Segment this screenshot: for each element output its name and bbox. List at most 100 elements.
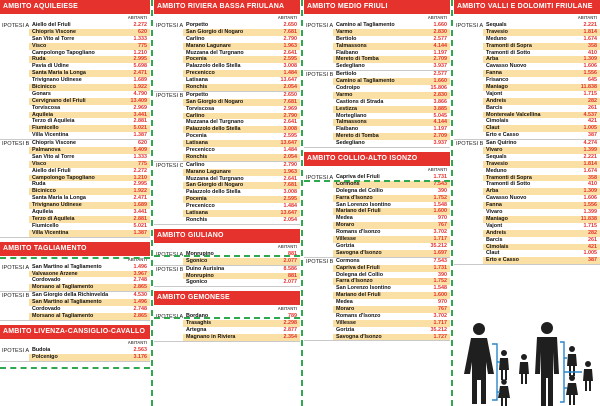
municipality-name: Gonars (32, 90, 51, 97)
municipality-name: Pocenia (186, 56, 207, 63)
municipality-name: Palazzolo dello Stella (186, 189, 241, 196)
municipality-name: Morsano al Tagliamento (32, 312, 94, 319)
table-row: Santa Maria la Longa 2.471 (29, 195, 150, 202)
population-value: 7.681 (283, 98, 298, 105)
population-value: 3.937 (433, 63, 448, 70)
municipality-name: Sequals (486, 153, 507, 160)
population-value: 2.221 (583, 22, 598, 28)
population-value: 767 (438, 305, 447, 312)
table-row: Valvasone Arzene 3.967 (29, 270, 150, 278)
population-value: 2.790 (283, 112, 298, 119)
section: AMBITO GIULIANO ABITANTI IPOTESI A Monrupin… (154, 228, 300, 288)
municipality-name: Sedegliano (336, 63, 365, 70)
table-row: Sequals 2.221 (483, 22, 600, 29)
municipality-name: Claut (486, 250, 500, 257)
municipality-name: Campolongo Tapogliano (32, 49, 95, 56)
table-row: Muzzana del Turgnano 2.641 (183, 119, 300, 126)
hypothesis-label: IPOTESI A (2, 347, 29, 354)
municipality-list: Aiello del Friuli 2.272 Chiopris Viscone 62… (29, 22, 150, 139)
municipality-name: San Lorenzo Isontino (336, 201, 391, 208)
population-value: 2.830 (433, 28, 448, 35)
population-value: 5.021 (133, 125, 148, 132)
table-row: Arba 1.309 (483, 56, 600, 64)
abitanti-header: ABITANTI (304, 14, 450, 22)
population-value: 767 (438, 222, 447, 229)
municipality-name: Maniago (486, 215, 508, 222)
table-row: Claut 1.005 (483, 125, 600, 133)
population-value: 7.543 (433, 257, 448, 264)
municipality-name: Precenicco (186, 70, 215, 77)
municipality-name: Tramonti di Sotto (486, 49, 531, 56)
population-value: 2.865 (133, 284, 148, 291)
municipality-name: Cimolais (486, 118, 509, 125)
municipality-name: Villa Vicentina (32, 229, 69, 236)
population-value: 5.045 (433, 112, 448, 119)
abitanti-header: ABITANTI (154, 243, 300, 251)
table-row: Travesio 1.814 (483, 28, 600, 36)
table-row: Latisana 13.647 (183, 140, 300, 148)
municipality-name: Palmanova (32, 147, 61, 154)
hypothesis-label: IPOTESI A (2, 23, 29, 29)
municipality-name: Barcis (486, 104, 503, 111)
table-row: Sedegliano 3.937 (333, 140, 450, 147)
municipality-name: Carlino (186, 112, 205, 119)
table-row: Terzo di Aquileia 2.881 (29, 215, 150, 223)
municipality-name: Palazzolo dello Stella (186, 126, 241, 133)
population-value: 1.697 (433, 249, 448, 256)
table-row: Duino Aurisina 8.586 (183, 266, 300, 273)
column-separator (451, 0, 453, 406)
table-row: Maniago 11.838 (483, 215, 600, 223)
municipality-name: Carlino (186, 35, 205, 42)
municipality-name: Porpetto (186, 91, 209, 98)
table-row: Gonars 4.790 (29, 91, 150, 98)
municipality-name: Morsano al Tagliamento (32, 284, 94, 291)
population-value: 13.409 (130, 97, 148, 104)
table-row: Mortegliano 5.045 (333, 113, 450, 120)
section-title: AMBITO GIULIANO (154, 228, 300, 243)
table-row: Erto e Casso 387 (483, 257, 600, 265)
municipality-name: Sedegliano (336, 140, 365, 147)
table-row: Pocenia 2.595 (183, 133, 300, 140)
municipality-name: Fiumicello (32, 222, 59, 229)
table-row: Fanna 1.556 (483, 202, 600, 210)
hypothesis-label: IPOTESI A (2, 264, 29, 271)
table-row: Vivaro 1.399 (483, 209, 600, 216)
table-row: Precenicco 1.484 (183, 203, 300, 210)
municipality-name: Gorizia (336, 326, 355, 333)
population-value: 15.806 (430, 85, 448, 92)
population-value: 1.814 (583, 160, 598, 167)
table-row: Carlino 2.790 (183, 162, 300, 169)
population-value: 421 (588, 118, 597, 125)
municipality-name: Cavasso Nuovo (486, 63, 527, 70)
column-1: AMBITO AQUILEIESE ABITANTI IPOTESI A Aiello… (0, 0, 150, 362)
column-3: AMBITO MEDIO FRIULI ABITANTI IPOTESI A Cami… (304, 0, 450, 342)
hypothesis-label: IPOTESI A (306, 23, 333, 29)
abitanti-label: ABITANTI (277, 15, 297, 20)
municipality-name: Capriva del Friuli (336, 174, 380, 181)
population-value: 4.530 (133, 292, 148, 299)
table-row: Aiello del Friuli 2.272 (29, 22, 150, 29)
municipality-name: San Lorenzo Isontino (336, 285, 391, 292)
population-value: 645 (588, 77, 597, 84)
table-row: Dolegna del Collio 390 (333, 272, 450, 279)
population-value: 1.556 (583, 202, 598, 209)
population-value: 35.212 (430, 242, 448, 249)
population-value: 3.702 (433, 312, 448, 319)
section-title: AMBITO RIVIERA BASSA FRIULANA (154, 0, 300, 14)
municipality-list: Bordano 789 Trasaghis 2.298 Artegna 2.877 Magn… (183, 313, 300, 341)
hypothesis-group: IPOTESI A Monrupino 881 Sgonico 2.077 (154, 251, 300, 266)
municipality-name: Meduno (486, 35, 507, 42)
population-value: 1.600 (433, 208, 448, 215)
municipality-name: Travesio (486, 160, 508, 167)
municipality-name: Erto e Casso (486, 132, 519, 139)
municipality-name: Talmassons (336, 119, 367, 126)
table-row: Fiumicello 5.021 (29, 125, 150, 133)
table-row: Cavasso Nuovo 1.606 (483, 195, 600, 202)
population-value: 2.969 (283, 105, 298, 112)
population-value: 4.537 (583, 111, 598, 118)
table-row: Varmo 2.830 (333, 28, 450, 36)
municipality-name: Carlino (186, 161, 205, 168)
population-value: 1.496 (133, 263, 148, 270)
table-row: Precenicco 1.484 (183, 147, 300, 154)
municipality-name: Dolegna del Collio (336, 271, 384, 278)
